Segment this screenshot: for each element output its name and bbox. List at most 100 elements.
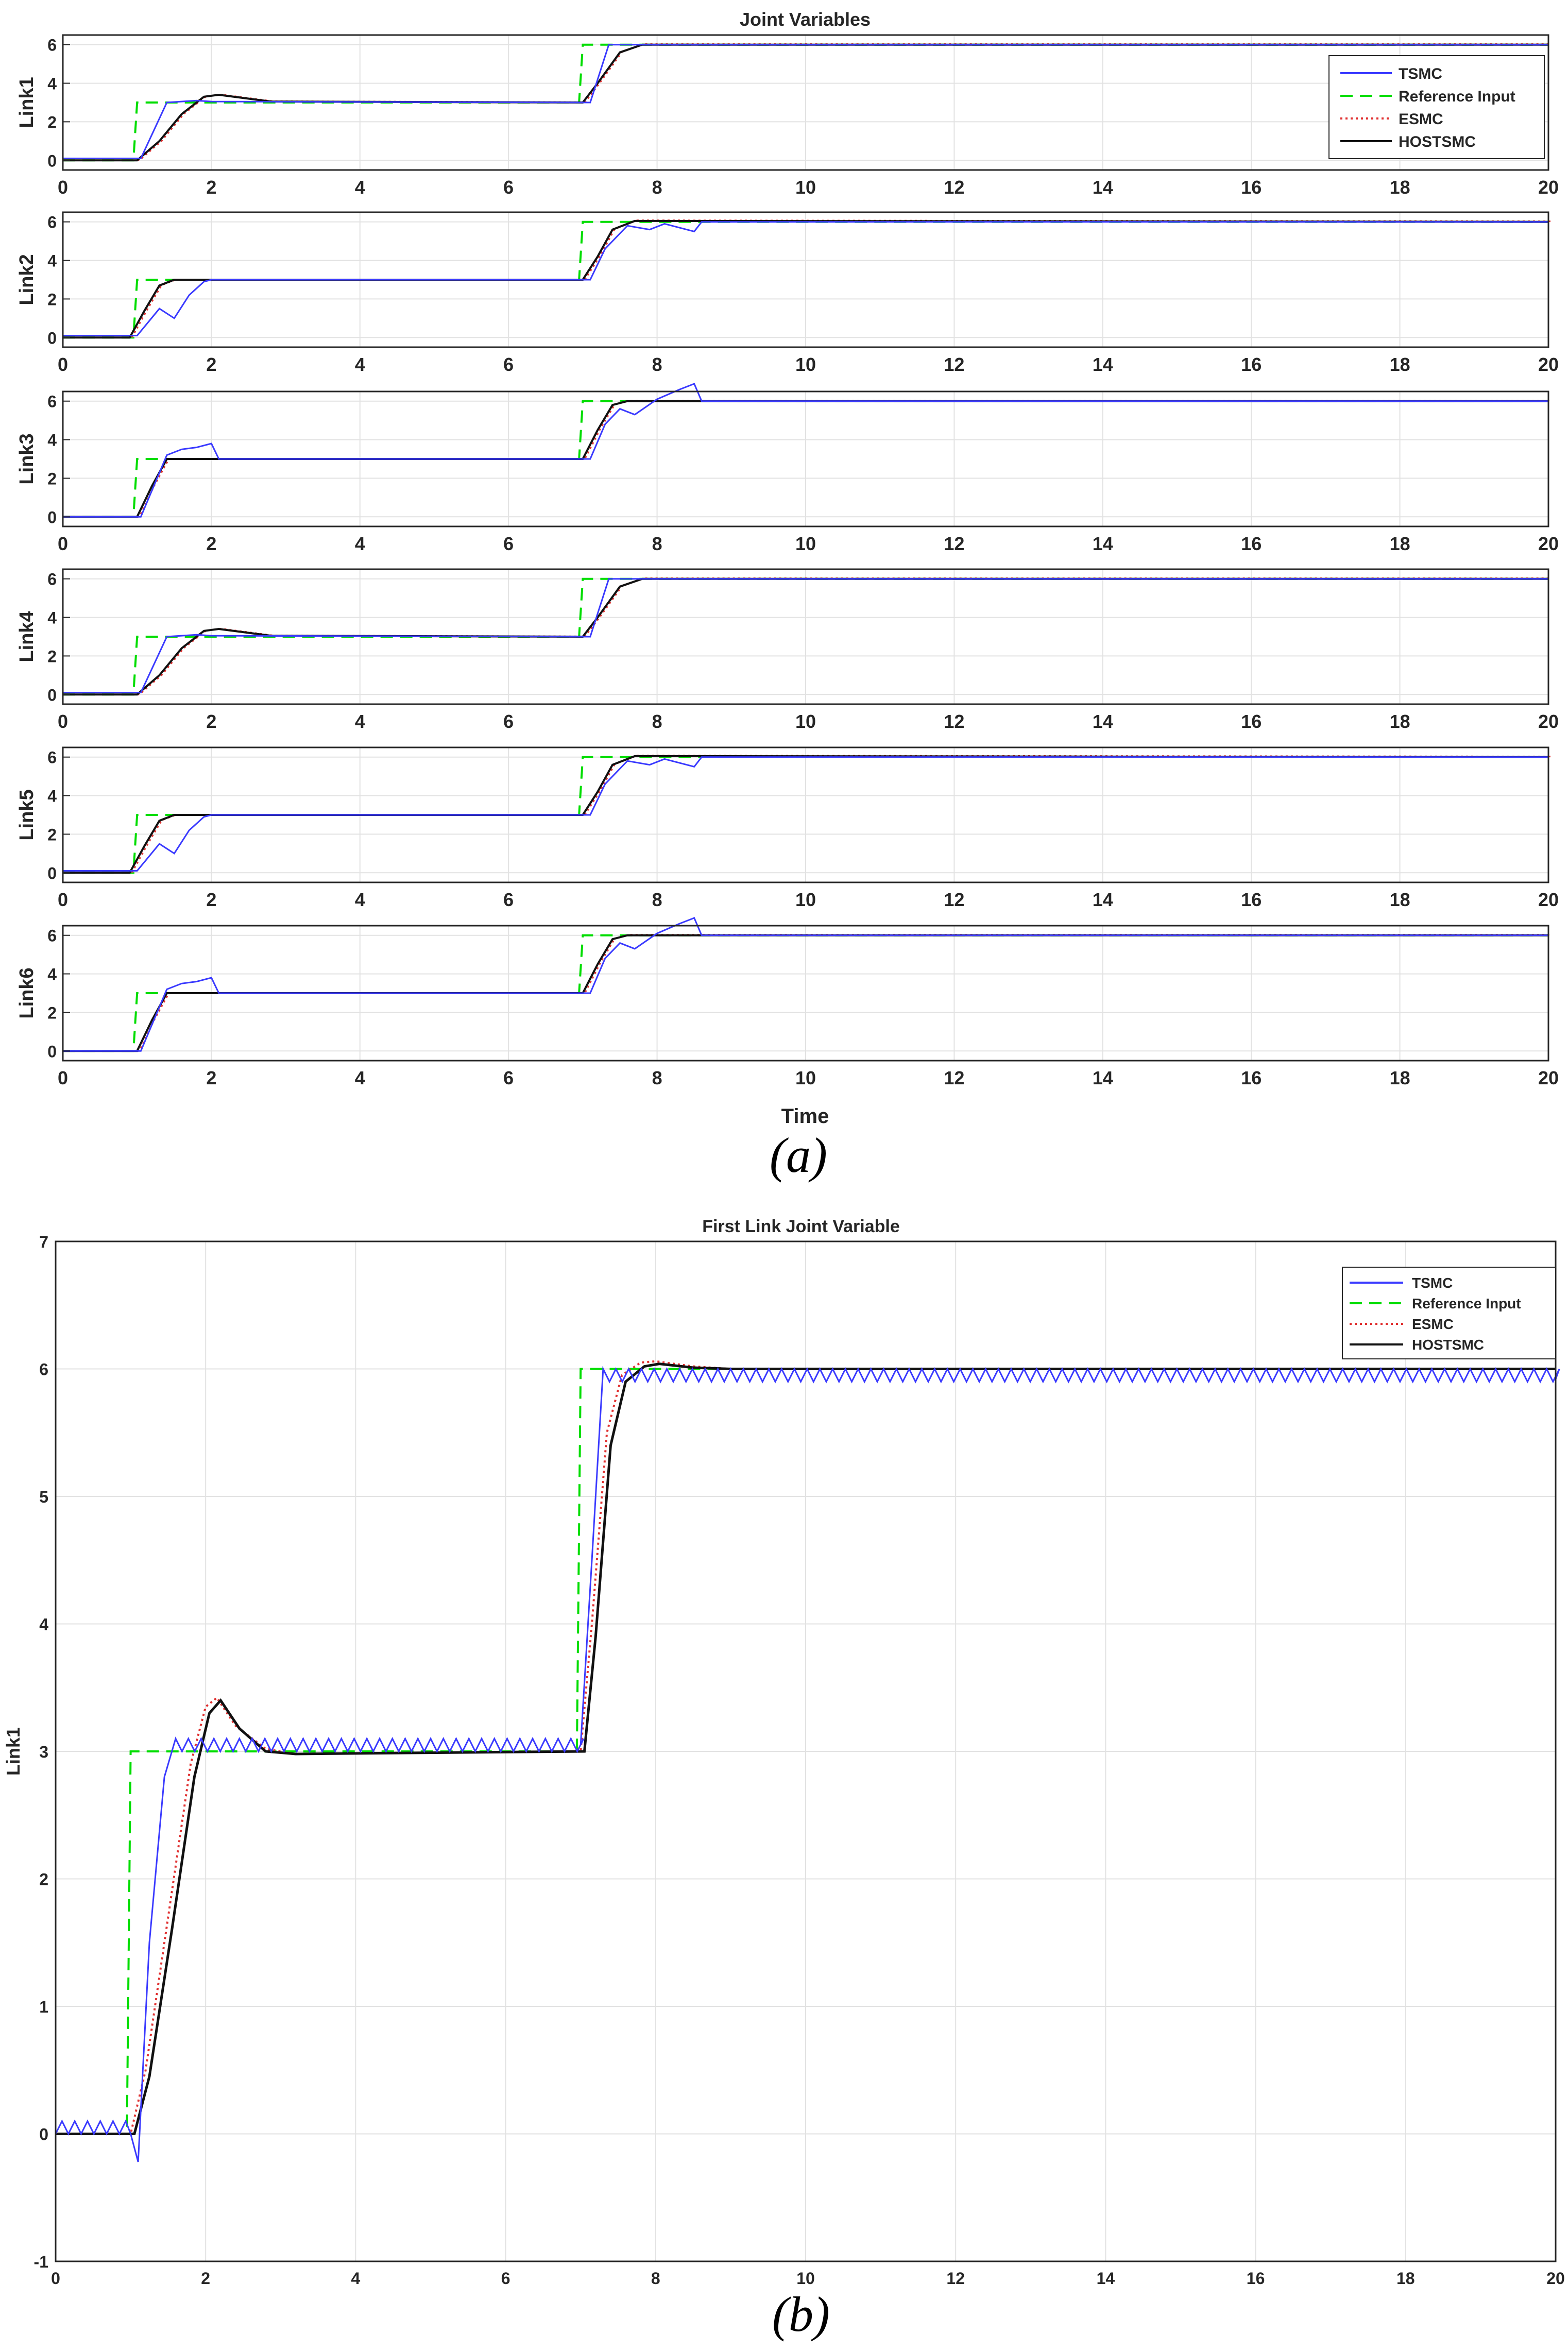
x-tick-label: 12 <box>944 533 964 554</box>
y-axis-label: Link6 <box>16 967 38 1018</box>
x-tick-label: 2 <box>206 889 216 910</box>
y-tick-label: 0 <box>39 2125 48 2144</box>
x-tick-label: 2 <box>206 177 216 198</box>
y-tick-label: 4 <box>47 252 57 270</box>
legend-label: TSMC <box>1399 65 1442 82</box>
caption-a: (a) <box>770 1128 827 1183</box>
x-tick-label: 20 <box>1538 354 1559 375</box>
x-tick-label: 20 <box>1538 533 1559 554</box>
x-tick-label: 14 <box>1093 354 1113 375</box>
chart-a-title: Joint Variables <box>740 9 871 30</box>
x-tick-label: 18 <box>1390 1067 1410 1088</box>
x-tick-label: 10 <box>796 2269 815 2288</box>
x-tick-label: 16 <box>1241 177 1262 198</box>
y-tick-label: 4 <box>47 609 57 627</box>
x-tick-label: 14 <box>1093 177 1113 198</box>
axes-frame <box>62 34 1549 171</box>
x-tick-label: 18 <box>1390 354 1410 375</box>
x-tick-label: 0 <box>58 1067 68 1088</box>
x-tick-label: 16 <box>1241 533 1262 554</box>
x-tick-label: 2 <box>206 533 216 554</box>
tsmc-line <box>63 756 1548 872</box>
x-tick-label: 0 <box>58 533 68 554</box>
y-tick-label: 0 <box>47 329 57 347</box>
y-tick-label: 2 <box>47 469 57 488</box>
x-tick-label: 6 <box>503 533 514 554</box>
x-tick-label: 8 <box>651 2269 660 2288</box>
x-tick-label: 16 <box>1241 354 1262 375</box>
legend-label: ESMC <box>1412 1316 1454 1332</box>
x-tick-label: 18 <box>1390 177 1410 198</box>
legend-a: TSMC Reference Input ESMC HOSTSMC <box>1328 55 1545 159</box>
y-tick-label: 6 <box>39 1360 48 1379</box>
y-tick-label: 6 <box>47 570 57 589</box>
x-tick-label: 2 <box>201 2269 210 2288</box>
chart-b-title: First Link Joint Variable <box>702 1217 900 1236</box>
x-tick-label: 10 <box>795 1067 816 1088</box>
esmc-line <box>56 1360 1556 2135</box>
x-tick-label: 6 <box>503 177 514 198</box>
x-tick-label: 4 <box>355 889 365 910</box>
x-tick-label: 8 <box>652 889 662 910</box>
y-axis-label: Link5 <box>16 789 38 840</box>
panel-link3: 0 2 4 6 0 2 4 6 8 10 12 14 16 18 20 Link3 <box>16 383 1559 554</box>
y-tick-label: 4 <box>47 75 57 93</box>
axes-frame <box>62 925 1549 1062</box>
legend-label: ESMC <box>1399 111 1443 128</box>
x-tick-label: 10 <box>795 533 816 554</box>
x-tick-label: 12 <box>944 354 964 375</box>
x-tick-label: 8 <box>652 533 662 554</box>
y-tick-label: -1 <box>34 2253 48 2271</box>
y-tick-label: 2 <box>47 825 57 844</box>
axes-frame <box>62 568 1549 705</box>
y-tick-label: 0 <box>47 151 57 170</box>
y-axis-label: Link2 <box>16 254 38 305</box>
x-tick-label: 12 <box>944 1067 964 1088</box>
x-tick-label: 10 <box>795 889 816 910</box>
axes-frame <box>62 211 1549 348</box>
y-tick-label: 4 <box>47 787 57 806</box>
y-tick-label: 6 <box>47 393 57 411</box>
tsmc-line <box>63 578 1548 694</box>
tsmc-line <box>55 1366 1560 2162</box>
legend-b: TSMC Reference Input ESMC HOSTSMC <box>1342 1267 1556 1359</box>
axes-frame <box>62 390 1549 527</box>
y-tick-label: 6 <box>47 927 57 945</box>
x-tick-label: 20 <box>1546 2269 1565 2288</box>
x-tick-label: 2 <box>206 711 216 732</box>
panel-link4: 0 2 4 6 0 2 4 6 8 10 12 14 16 18 20 Link4 <box>16 568 1559 732</box>
x-tick-label: 14 <box>1093 533 1113 554</box>
y-tick-label: 0 <box>47 508 57 526</box>
y-tick-label: 6 <box>47 213 57 232</box>
x-tick-label: 12 <box>944 711 964 732</box>
chart-a-xlabel: Time <box>781 1105 829 1128</box>
y-tick-label: 5 <box>39 1488 48 1506</box>
hostsmc-line <box>63 577 1548 696</box>
x-tick-label: 16 <box>1241 889 1262 910</box>
x-tick-label: 6 <box>503 354 514 375</box>
y-tick-label: 0 <box>47 1042 57 1061</box>
panel-link6: 0 2 4 6 0 2 4 6 8 10 12 14 16 18 20 Link6 <box>16 917 1559 1088</box>
x-tick-label: 0 <box>58 889 68 910</box>
x-tick-label: 20 <box>1538 889 1559 910</box>
x-tick-label: 8 <box>652 711 662 732</box>
x-tick-label: 4 <box>355 354 365 375</box>
x-tick-label: 18 <box>1390 533 1410 554</box>
x-tick-label: 2 <box>206 354 216 375</box>
y-tick-label: 7 <box>39 1233 48 1251</box>
axes-frame <box>62 746 1549 883</box>
y-tick-label: 2 <box>39 1870 48 1889</box>
x-tick-label: 10 <box>795 711 816 732</box>
tsmc-line <box>63 44 1548 160</box>
legend-label: Reference Input <box>1399 88 1515 105</box>
y-tick-label: 3 <box>39 1743 48 1761</box>
x-tick-label: 18 <box>1390 711 1410 732</box>
tsmc-line <box>63 917 1548 1052</box>
y-tick-label: 6 <box>47 748 57 767</box>
x-tick-label: 4 <box>355 711 365 732</box>
tsmc-line <box>63 383 1548 518</box>
x-tick-label: 6 <box>501 2269 510 2288</box>
